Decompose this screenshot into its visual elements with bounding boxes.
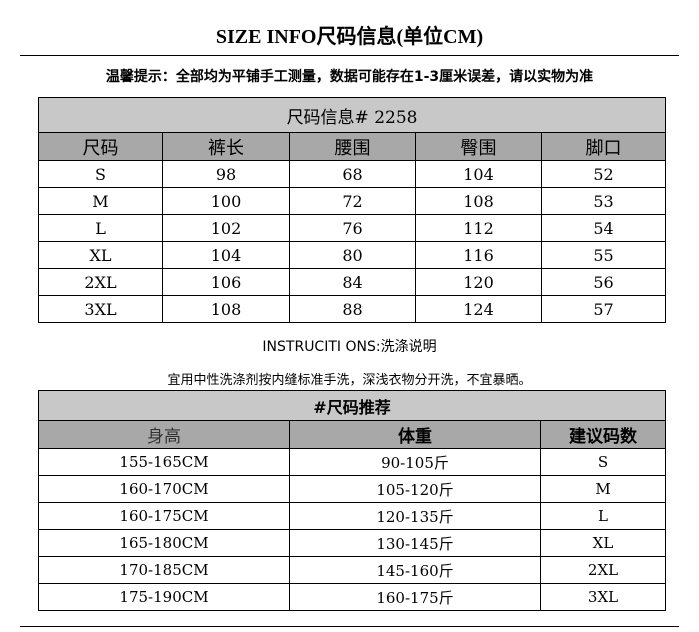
header-size: 尺码 [38, 132, 163, 161]
table-row: 165-180CM 130-145斤 XL [38, 529, 666, 557]
table-cell: M [38, 187, 163, 215]
table-row: 3XL 108 88 124 57 [38, 295, 667, 323]
table-cell: 76 [289, 214, 416, 242]
table-cell: 175-190CM [38, 583, 290, 611]
table-cell: 80 [289, 241, 416, 269]
table-cell: 102 [162, 214, 290, 242]
table-cell: 57 [540, 295, 667, 323]
table-row: 160-170CM 105-120斤 M [38, 475, 666, 503]
table-cell: 160-175CM [38, 502, 290, 530]
table-cell: S [540, 448, 666, 476]
table-cell: 160-170CM [38, 475, 290, 503]
table-cell: 124 [415, 295, 542, 323]
table-cell: M [540, 475, 666, 503]
title-divider [20, 55, 679, 56]
header-waist: 腰围 [289, 132, 416, 161]
rec-table-header-row: 身高 体重 建议码数 [38, 420, 666, 449]
page-title: SIZE INFO尺码信息(单位CM) [215, 26, 484, 48]
size-recommendation-table: #尺码推荐 身高 体重 建议码数 155-165CM 90-105斤 S 160… [38, 390, 666, 611]
table-cell: 105-120斤 [289, 475, 541, 503]
table-cell: 120-135斤 [289, 502, 541, 530]
table-cell: 90-105斤 [289, 448, 541, 476]
notice-text: 温馨提示：全部均为平铺手工测量，数据可能存在1-3厘米误差，请以实物为准 [105, 69, 594, 85]
bottom-divider [20, 626, 679, 627]
table-cell: 54 [540, 214, 667, 242]
table-cell: 165-180CM [38, 529, 290, 557]
rec-table-caption-row: #尺码推荐 [38, 390, 666, 421]
header-weight: 体重 [289, 420, 541, 449]
wash-note: 宜用中性洗涤剂按内缝标准手洗，深浅衣物分开洗，不宜暴晒。 [167, 373, 532, 388]
table-cell: 130-145斤 [289, 529, 541, 557]
table-cell: 52 [540, 160, 667, 188]
table-cell: L [38, 214, 163, 242]
table-cell: XL [38, 241, 163, 269]
table-row: 170-185CM 145-160斤 2XL [38, 556, 666, 584]
table-row: 2XL 106 84 120 56 [38, 268, 667, 296]
table-row: M 100 72 108 53 [38, 187, 667, 215]
table-row: 155-165CM 90-105斤 S [38, 448, 666, 476]
table-cell: 2XL [540, 556, 666, 584]
table-cell: 108 [415, 187, 542, 215]
table-cell: 170-185CM [38, 556, 290, 584]
table-row: L 102 76 112 54 [38, 214, 667, 242]
size-table-caption-row: 尺码信息# 2258 [37, 97, 667, 133]
table-cell: S [38, 160, 163, 188]
table-row: XL 104 80 116 55 [38, 241, 667, 269]
table-cell: 120 [415, 268, 542, 296]
table-cell: XL [540, 529, 666, 557]
table-cell: 104 [415, 160, 542, 188]
table-cell: 2XL [38, 268, 163, 296]
header-hip: 臀围 [415, 132, 542, 161]
table-cell: 53 [540, 187, 667, 215]
table-cell: 108 [162, 295, 290, 323]
table-cell: 155-165CM [38, 448, 290, 476]
table-cell: 160-175斤 [289, 583, 541, 611]
table-cell: 3XL [540, 583, 666, 611]
size-info-table: 尺码信息# 2258 尺码 裤长 腰围 臀围 脚口 S 98 68 104 52… [37, 97, 667, 323]
size-table-caption: 尺码信息# 2258 [37, 97, 667, 133]
table-row: S 98 68 104 52 [38, 160, 667, 188]
table-row: 175-190CM 160-175斤 3XL [38, 583, 666, 611]
table-cell: 116 [415, 241, 542, 269]
table-cell: 72 [289, 187, 416, 215]
table-cell: 88 [289, 295, 416, 323]
table-cell: 100 [162, 187, 290, 215]
table-cell: 84 [289, 268, 416, 296]
table-row: 160-175CM 120-135斤 L [38, 502, 666, 530]
table-cell: 98 [162, 160, 290, 188]
table-cell: L [540, 502, 666, 530]
table-cell: 56 [540, 268, 667, 296]
table-cell: 68 [289, 160, 416, 188]
table-cell: 3XL [38, 295, 163, 323]
table-cell: 112 [415, 214, 542, 242]
rec-table-caption: #尺码推荐 [38, 390, 666, 421]
header-leg-opening: 脚口 [540, 132, 667, 161]
header-recommended-size: 建议码数 [540, 420, 666, 449]
table-cell: 145-160斤 [289, 556, 541, 584]
size-table-header-row: 尺码 裤长 腰围 臀围 脚口 [38, 132, 667, 161]
table-cell: 104 [162, 241, 290, 269]
table-cell: 106 [162, 268, 290, 296]
instructions-label: INSTRUCITI ONS:洗涤说明 [262, 339, 437, 355]
header-height: 身高 [38, 420, 290, 449]
table-cell: 55 [540, 241, 667, 269]
header-pants-length: 裤长 [162, 132, 290, 161]
